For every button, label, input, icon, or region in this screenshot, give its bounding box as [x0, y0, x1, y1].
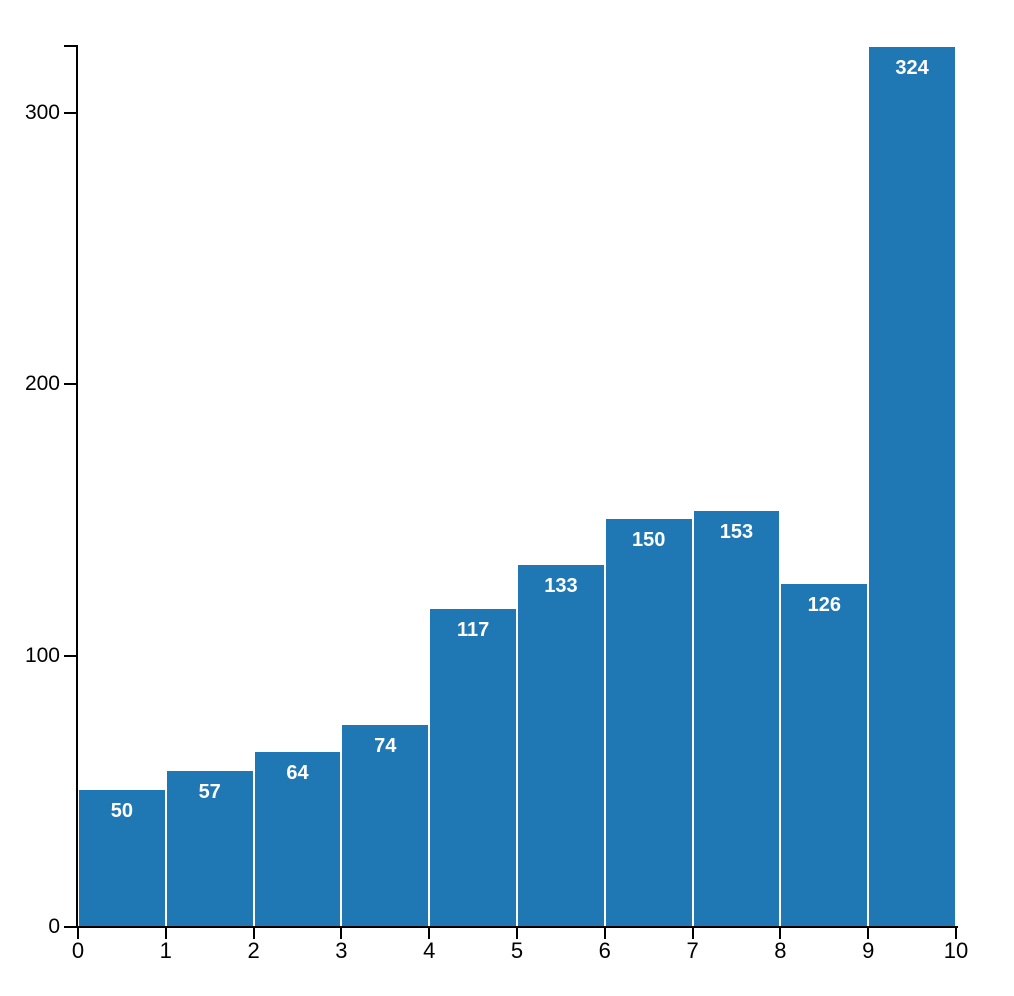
- y-tick-label: 0: [48, 915, 60, 938]
- x-tick: [603, 928, 606, 939]
- bar-value-label: 150: [632, 529, 666, 551]
- bar-value-label: 117: [456, 618, 490, 641]
- x-tick-label: 2: [247, 938, 260, 963]
- bar: [605, 519, 692, 926]
- x-tick: [340, 928, 343, 939]
- x-tick: [252, 928, 255, 939]
- bar-value-label: 133: [544, 575, 578, 598]
- y-tick: [64, 654, 76, 657]
- x-tick-label: 0: [71, 938, 85, 963]
- x-tick: [516, 928, 518, 939]
- x-tick: [779, 928, 782, 939]
- x-tick-label: 10: [943, 938, 969, 963]
- bar: [518, 565, 604, 926]
- bar: [166, 771, 253, 926]
- y-axis-top-cap: [64, 45, 78, 47]
- x-tick-label: 8: [774, 938, 787, 963]
- y-tick: [64, 926, 76, 928]
- y-tick: [64, 383, 76, 386]
- x-tick-label: 6: [598, 938, 611, 963]
- bar-value-label: 74: [374, 735, 397, 758]
- bar: [79, 790, 165, 926]
- bar: [254, 752, 341, 926]
- y-tick-label: 100: [24, 643, 60, 667]
- bar-value-label: 50: [110, 800, 134, 823]
- bar: [430, 608, 516, 926]
- bar-value-label: 57: [198, 781, 221, 804]
- x-tick: [955, 928, 957, 939]
- x-tick: [691, 928, 694, 939]
- x-tick-label: 9: [862, 938, 875, 963]
- y-tick-label: 200: [24, 372, 60, 396]
- x-tick-label: 4: [423, 938, 436, 963]
- bar-value-label: 324: [895, 56, 929, 79]
- bar-value-label: 126: [807, 594, 841, 617]
- bar: [693, 510, 780, 926]
- x-tick: [867, 928, 870, 939]
- bar: [869, 46, 955, 926]
- bar-value-label: 153: [719, 520, 754, 543]
- y-tick-label: 300: [24, 101, 60, 124]
- x-tick: [164, 928, 167, 939]
- bar-value-label: 64: [286, 762, 309, 785]
- y-axis-line: [76, 45, 78, 928]
- y-tick: [64, 112, 76, 114]
- bar: [781, 584, 868, 926]
- x-axis-line: [76, 926, 958, 928]
- x-tick-label: 7: [686, 938, 699, 963]
- x-tick: [428, 928, 431, 939]
- bar: [342, 725, 429, 926]
- x-tick-label: 5: [510, 938, 524, 963]
- x-tick: [77, 928, 79, 939]
- x-tick-label: 3: [335, 938, 348, 963]
- x-tick-label: 1: [159, 938, 172, 963]
